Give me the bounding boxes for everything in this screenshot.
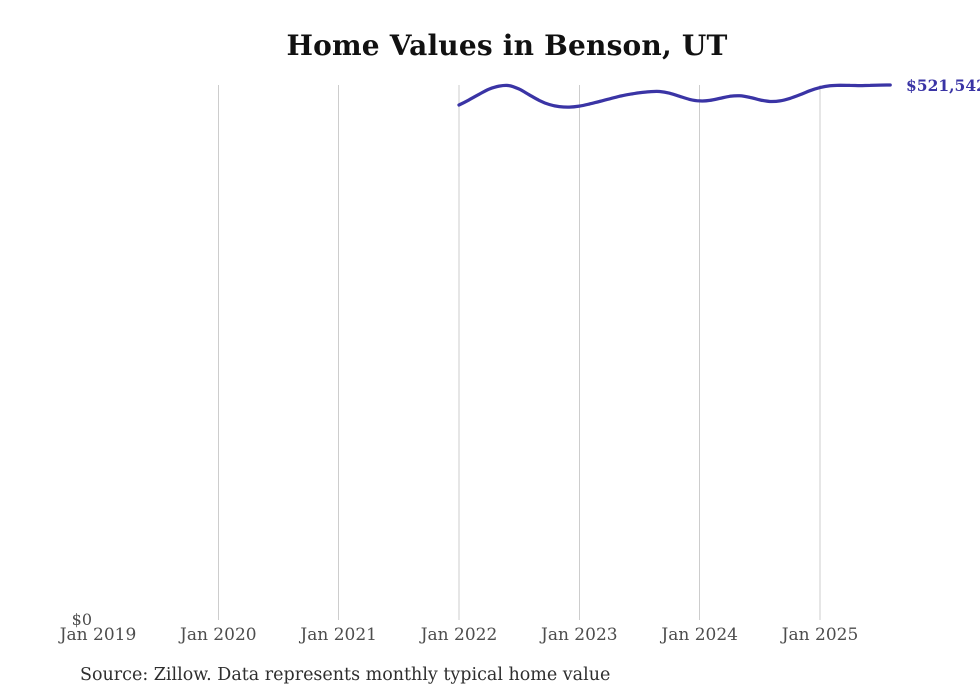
y-axis-zero-label: $0 <box>71 610 92 629</box>
x-axis-labels: Jan 2019 Jan 2020 Jan 2021 Jan 2022 Jan 2023… <box>0 625 980 649</box>
x-tick-jan-2022: Jan 2022 <box>420 625 498 645</box>
x-tick-jan-2025: Jan 2025 <box>781 625 859 645</box>
home-value-line <box>457 83 892 109</box>
source-note: Source: Zillow. Data represents monthly … <box>80 665 611 685</box>
chart-title: Home Values in Benson, UT <box>286 29 728 62</box>
x-tick-jan-2023: Jan 2023 <box>541 625 618 645</box>
latest-value-label: $521,542 <box>906 76 980 95</box>
x-tick-jan-2021: Jan 2021 <box>300 625 377 645</box>
x-tick-jan-2024: Jan 2024 <box>661 625 738 645</box>
x-tick-jan-2019: Jan 2019 <box>59 625 137 645</box>
x-tick-jan-2020: Jan 2020 <box>180 625 257 645</box>
